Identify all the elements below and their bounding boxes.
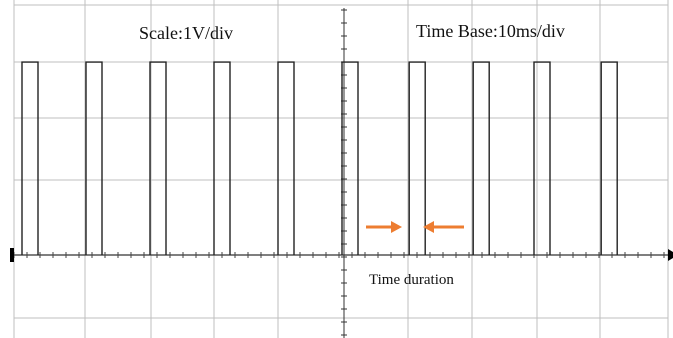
ground-level-marker (10, 248, 14, 262)
pulse (21, 61, 39, 255)
time-duration-label: Time duration (369, 272, 454, 288)
grid (13, 0, 669, 338)
center-axis-ticks (13, 8, 668, 338)
pulse (533, 61, 551, 255)
pulse (85, 61, 103, 255)
time-base-label: Time Base:10ms/div (416, 21, 565, 41)
pulse (408, 61, 426, 255)
arrow-left-head (391, 221, 402, 233)
pulse (277, 61, 295, 255)
pulse (213, 61, 231, 255)
pulse (149, 61, 167, 255)
pulse (472, 61, 490, 255)
signal-trace (21, 61, 618, 255)
right-edge-marker (668, 249, 673, 261)
pulse (600, 61, 618, 255)
time-duration-arrows (366, 221, 464, 233)
arrow-right-head (423, 221, 434, 233)
scale-label: Scale:1V/div (139, 23, 233, 43)
pulse (341, 61, 359, 255)
